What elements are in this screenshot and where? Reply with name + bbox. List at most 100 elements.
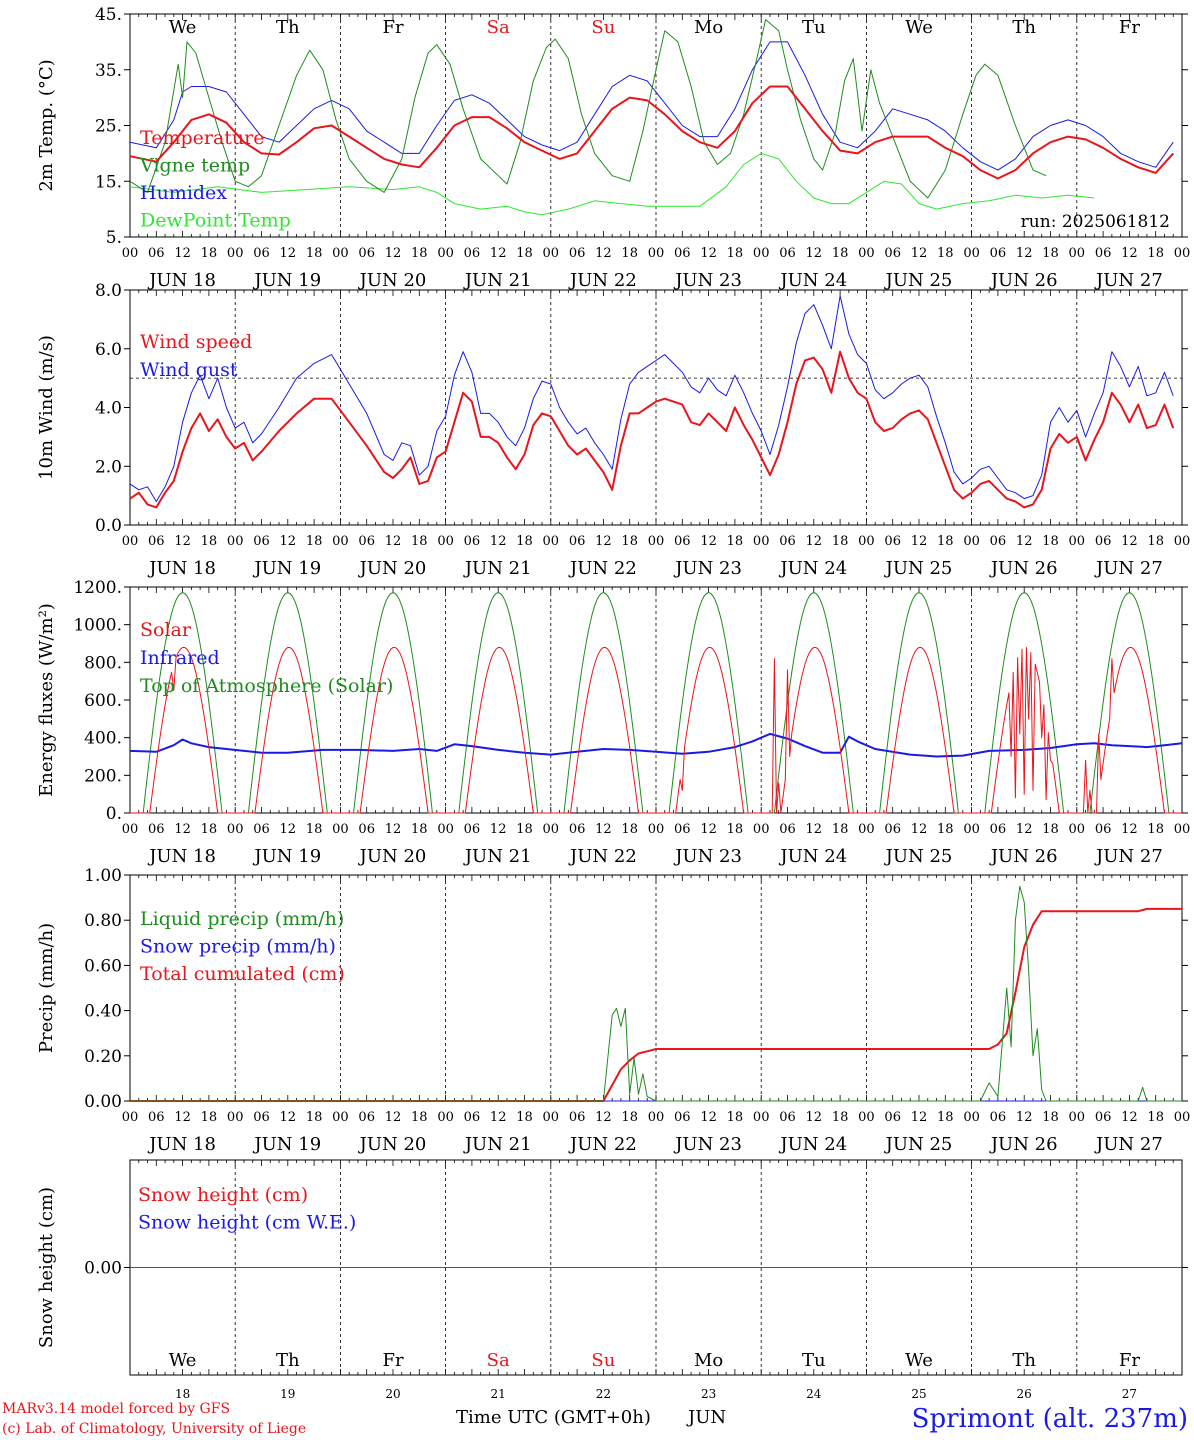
hour-label: 06 [884, 534, 901, 549]
date-label: JUN 26 [989, 846, 1058, 867]
hour-label: 06 [464, 822, 481, 837]
panel-temperature: 5. 15. 25. 35. 45. 2m Temp. (°C) run: 20250618… [36, 5, 1190, 291]
precip-y-tick-label: 0.40 [84, 1002, 122, 1022]
hour-label: 00 [858, 822, 875, 837]
series-temperature [129, 85, 1174, 180]
day-number: 21 [491, 1387, 506, 1401]
series-wind-speed [129, 350, 1175, 509]
hour-label: 00 [1174, 534, 1191, 549]
energy-y-tick-label: 1200. [73, 578, 122, 598]
hour-label: 12 [806, 822, 823, 837]
legend-entry: Snow height (cm W.E.) [138, 1212, 356, 1234]
legend-entry: Wind gust [140, 359, 238, 381]
run-label: run: 2025061812 [1021, 212, 1170, 232]
day-number: 20 [385, 1387, 400, 1401]
hour-label: 12 [1121, 1110, 1138, 1125]
hour-label: 06 [253, 246, 270, 261]
date-label: JUN 19 [252, 1134, 321, 1155]
hour-label: 00 [1174, 822, 1191, 837]
hour-label: 00 [1069, 822, 1086, 837]
hour-label: 18 [727, 822, 744, 837]
hour-label: 18 [1147, 246, 1164, 261]
day-number: 19 [280, 1387, 295, 1401]
legend-entry: Top of Atmosphere (Solar) [140, 675, 393, 697]
hour-label: 18 [937, 534, 954, 549]
date-label: JUN 19 [252, 270, 321, 291]
hour-label: 12 [911, 246, 928, 261]
hour-label: 06 [779, 822, 796, 837]
series-vigne-temp [129, 19, 1047, 199]
hour-label: 12 [385, 534, 402, 549]
date-label: JUN 21 [463, 846, 532, 867]
hour-label: 06 [358, 534, 375, 549]
hour-label: 18 [727, 246, 744, 261]
hour-label: 00 [648, 1110, 665, 1125]
day-name: Tu [802, 17, 826, 38]
hour-label: 00 [858, 534, 875, 549]
precip-y-tick-label: 0.60 [84, 956, 122, 976]
date-label: JUN 25 [884, 1134, 953, 1155]
hour-label: 18 [411, 534, 428, 549]
hour-label: 18 [201, 534, 218, 549]
hour-label: 18 [1042, 534, 1059, 549]
hour-label: 06 [148, 822, 165, 837]
hour-label: 00 [543, 534, 560, 549]
hour-label: 12 [385, 246, 402, 261]
hour-label: 06 [148, 246, 165, 261]
date-label: JUN 23 [673, 558, 742, 579]
hour-label: 00 [437, 246, 454, 261]
hour-label: 06 [464, 1110, 481, 1125]
date-label: JUN 24 [778, 1134, 847, 1155]
energy-y-tick-label: 600. [84, 691, 122, 711]
hour-label: 06 [358, 246, 375, 261]
hour-label: 00 [858, 1110, 875, 1125]
date-label: JUN 27 [1094, 558, 1163, 579]
hour-label: 18 [201, 822, 218, 837]
panel-snow: 0.00 Snow height (cm) We 18 Th 19 Fr 20 Sa 21 Su 22… [36, 1159, 1188, 1401]
hour-label: 00 [1174, 246, 1191, 261]
date-label: JUN 22 [568, 846, 637, 867]
hour-label: 06 [1095, 1110, 1112, 1125]
energy-y-tick-label: 0. [106, 804, 122, 824]
date-label: JUN 24 [778, 846, 847, 867]
hour-label: 00 [1069, 246, 1086, 261]
hour-label: 00 [122, 822, 139, 837]
hour-label: 12 [280, 822, 297, 837]
hour-label: 00 [963, 1110, 980, 1125]
day-name: Th [1012, 17, 1036, 38]
hour-label: 18 [201, 246, 218, 261]
hour-label: 00 [332, 246, 349, 261]
date-label: JUN 21 [463, 1134, 532, 1155]
wind-y-tick-label: 4.0 [95, 399, 122, 419]
temperature-y-tick-label: 25. [95, 117, 122, 137]
date-label: JUN 21 [463, 270, 532, 291]
hour-label: 12 [700, 822, 717, 837]
hour-label: 18 [832, 534, 849, 549]
hour-label: 06 [884, 1110, 901, 1125]
hour-label: 00 [122, 246, 139, 261]
hour-label: 00 [963, 534, 980, 549]
hour-label: 00 [1174, 1110, 1191, 1125]
hour-label: 00 [332, 822, 349, 837]
hour-label: 18 [306, 822, 323, 837]
day-number: 24 [806, 1387, 822, 1401]
month-label: JUN [686, 1407, 726, 1428]
hour-label: 18 [411, 822, 428, 837]
day-number: 23 [701, 1387, 716, 1401]
date-label: JUN 19 [252, 846, 321, 867]
day-name: Sa [487, 1350, 510, 1371]
hour-label: 18 [411, 1110, 428, 1125]
series-liquid-precip-mm-h- [130, 885, 1182, 1102]
date-label: JUN 26 [989, 558, 1058, 579]
hour-label: 00 [753, 822, 770, 837]
hour-label: 00 [227, 246, 244, 261]
day-name: Sa [487, 17, 510, 38]
date-label: JUN 22 [568, 558, 637, 579]
series-solar [130, 647, 1182, 814]
hour-label: 00 [332, 534, 349, 549]
hour-label: 18 [621, 822, 638, 837]
hour-label: 06 [884, 822, 901, 837]
hour-label: 00 [543, 822, 560, 837]
date-label: JUN 21 [463, 558, 532, 579]
